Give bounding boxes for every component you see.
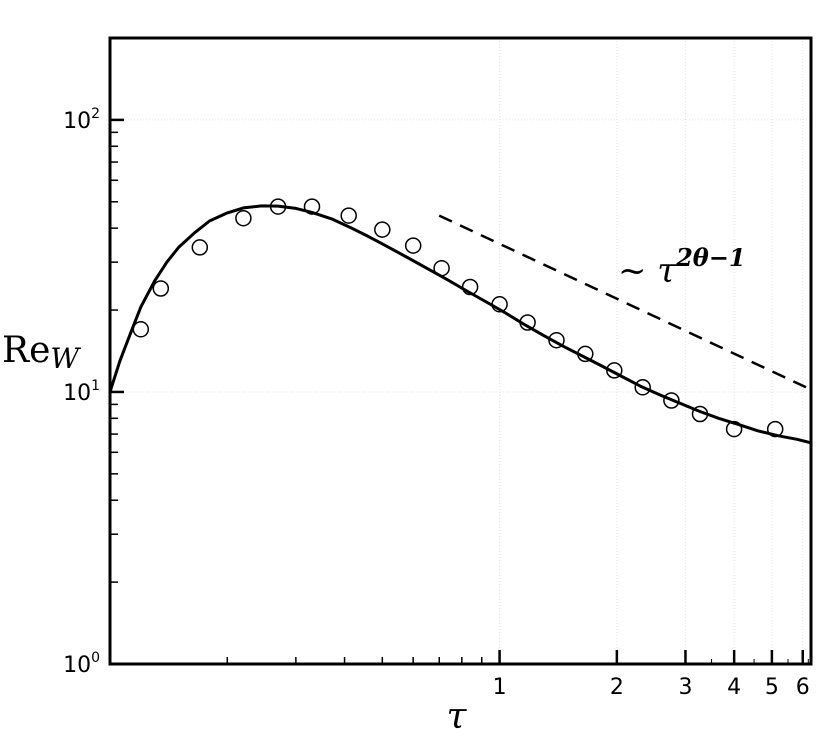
data-point xyxy=(577,345,594,363)
y-tick-label: 101 xyxy=(63,378,100,406)
series-circle-markers xyxy=(132,198,784,438)
data-point xyxy=(634,379,651,396)
y-tick-base: 10 xyxy=(63,109,91,134)
data-point xyxy=(404,237,422,254)
x-tick-label: 5 xyxy=(765,675,779,700)
data-point xyxy=(235,209,252,227)
data-point xyxy=(269,198,287,215)
axis-ticks xyxy=(110,37,809,666)
y-tick-base: 10 xyxy=(63,381,91,406)
series-powerlaw-dashed-line xyxy=(438,214,812,391)
annotation-power-law: ~ τ2θ−1 xyxy=(618,243,746,291)
series-solid-line xyxy=(108,204,812,445)
grid-lines xyxy=(110,38,811,665)
data-point xyxy=(191,239,209,256)
y-tick-exp: 0 xyxy=(91,650,100,666)
data-point xyxy=(491,296,508,313)
x-tick-label: 3 xyxy=(678,675,692,700)
x-tick-label: 4 xyxy=(727,675,741,700)
y-tick-base: 10 xyxy=(63,653,91,678)
y-tick-exp: 2 xyxy=(91,106,100,122)
plot-frame xyxy=(108,36,813,666)
data-point xyxy=(461,278,479,296)
data-point xyxy=(374,221,391,238)
y-axis-title-sub: W xyxy=(50,342,81,375)
annotation-main: ~ τ xyxy=(618,251,677,291)
data-point xyxy=(152,280,170,297)
x-axis-title: τ xyxy=(447,696,468,737)
y-tick-label: 102 xyxy=(63,106,100,134)
data-point xyxy=(606,362,623,379)
data-point xyxy=(663,392,680,409)
x-tick-label: 1 xyxy=(493,675,507,700)
x-tick-label: 6 xyxy=(796,675,810,700)
x-tick-label: 2 xyxy=(610,675,624,700)
data-point xyxy=(519,314,536,331)
data-point xyxy=(303,198,321,215)
data-point xyxy=(766,420,784,438)
y-tick-label: 100 xyxy=(63,650,100,678)
series-layer xyxy=(108,198,812,445)
data-point xyxy=(725,420,743,438)
data-point xyxy=(433,259,450,277)
y-axis-title-main: Re xyxy=(2,330,50,371)
y-tick-exp: 1 xyxy=(91,378,100,394)
y-axis-title: ReW xyxy=(2,330,81,375)
data-point xyxy=(548,331,565,349)
data-point xyxy=(691,405,709,423)
data-point xyxy=(132,321,150,338)
data-point xyxy=(340,207,357,224)
annotation-sup: 2θ−1 xyxy=(675,243,746,272)
